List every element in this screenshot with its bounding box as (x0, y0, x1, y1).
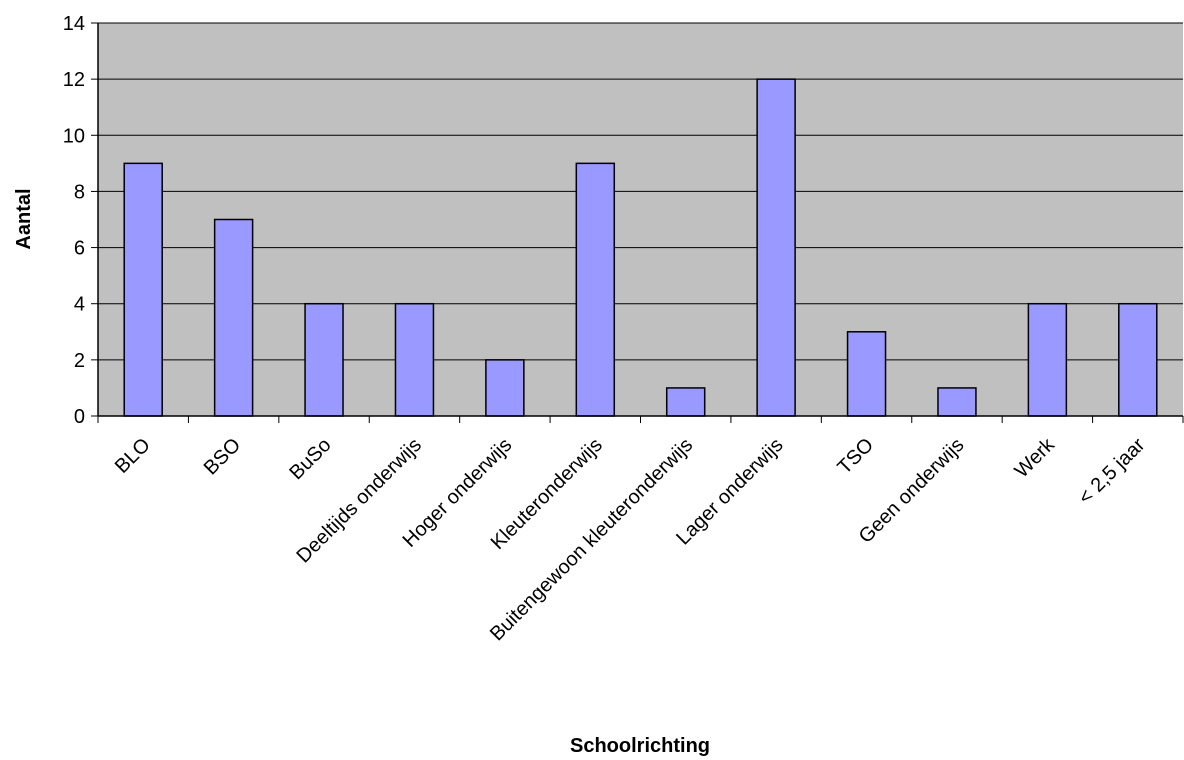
bar (304, 302, 344, 417)
bar (846, 331, 887, 417)
y-axis-title: Aantal (13, 188, 35, 249)
y-tick-labels: 0 2 4 6 8 10 12 14 (63, 13, 85, 428)
gridlines (98, 22, 1183, 361)
x-tick-label: < 2,5 jaar (1074, 434, 1149, 509)
y-tick-label: 2 (74, 350, 85, 372)
x-tick-label: BuSo (285, 434, 335, 484)
y-tick-label: 4 (74, 294, 85, 316)
x-axis-title: Schoolrichting (570, 735, 710, 757)
bar (575, 162, 616, 417)
bar (1027, 302, 1068, 417)
axes (91, 22, 1184, 423)
y-tick-label: 0 (74, 406, 85, 428)
plot-area (98, 23, 1183, 416)
x-tick-label: BLO (111, 434, 155, 478)
y-tick-label: 12 (63, 69, 85, 91)
bar (665, 387, 706, 417)
y-tick-label: 14 (63, 13, 85, 35)
y-tick-label: 6 (74, 238, 85, 260)
bar (213, 218, 254, 417)
x-tick-label: Werk (1011, 433, 1060, 482)
bar (394, 302, 435, 417)
y-tick-label: 10 (63, 125, 85, 147)
bar (485, 359, 525, 417)
x-tick-label: TSO (833, 434, 878, 479)
x-tick-label: BSO (200, 434, 245, 479)
bars (123, 78, 1158, 417)
bar (1118, 302, 1158, 417)
y-tick-label: 8 (74, 181, 85, 203)
bar (937, 387, 977, 417)
bar (756, 78, 796, 417)
bar (123, 162, 163, 417)
x-tick-label: Buitengewoon kleuteronderwijs (486, 434, 697, 645)
